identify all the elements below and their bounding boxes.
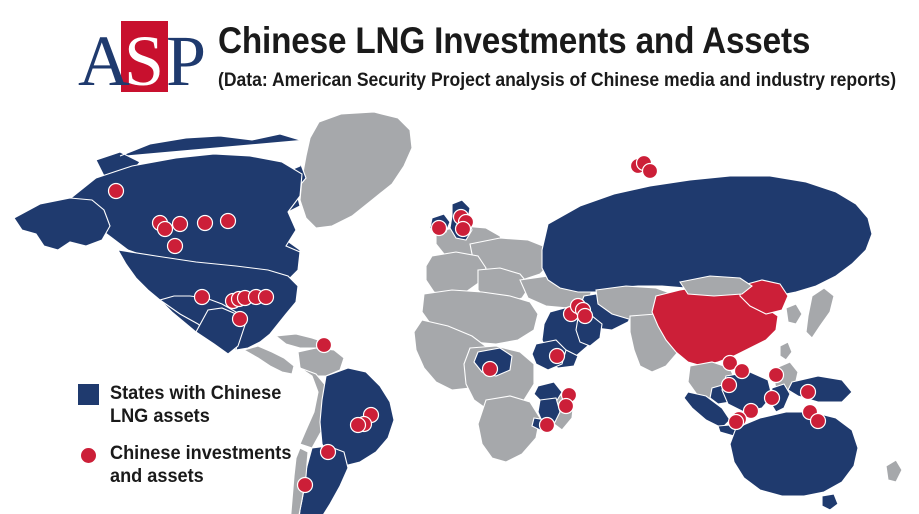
map-marker-ethiopia-djibouti <box>548 347 566 365</box>
map-marker-baja-mexico <box>193 288 211 306</box>
map-marker-trinidad <box>315 336 333 354</box>
region-southern-africa <box>477 395 541 463</box>
legend-square-swatch <box>78 384 99 405</box>
region-alaska <box>13 197 111 251</box>
map-marker-malaysia-bintulu <box>721 354 739 372</box>
page-subtitle: (Data: American Security Project analysi… <box>218 69 897 91</box>
map-marker-wheatstone <box>727 413 745 431</box>
map-marker-nw-shelf <box>742 402 760 420</box>
map-marker-veracruz-mexico <box>231 310 249 328</box>
map-marker-alberta-1 <box>171 215 189 233</box>
map-marker-russia-arctic <box>641 162 659 180</box>
country-china-ne <box>739 279 789 315</box>
map-marker-indonesia-tangguh <box>767 366 785 384</box>
map-marker-central-canada <box>219 212 237 230</box>
landmasses <box>13 111 903 514</box>
map-legend: States with Chinese LNG assets Chinese i… <box>78 382 308 502</box>
country-new-zealand <box>885 459 903 483</box>
map-marker-mozambique-south <box>538 416 556 434</box>
map-marker-prince-rupert-bc <box>156 220 174 238</box>
map-marker-gulf-coast-fl <box>257 288 275 306</box>
logo-letter-a: A <box>78 21 130 94</box>
title-block: Chinese LNG Investments and Assets (Data… <box>218 20 897 92</box>
world-map: .n { fill:#A6A8AB; stroke:#FFFFFF; strok… <box>0 100 919 514</box>
logo-letter-s: S <box>124 21 164 94</box>
map-marker-curtis-island <box>809 412 827 430</box>
map-marker-indonesia-bontang <box>720 376 738 394</box>
map-marker-uk-south <box>454 220 472 238</box>
map-marker-argentina-patagonia <box>296 476 314 494</box>
map-marker-brazil-santos-2 <box>349 416 367 434</box>
country-mongolia <box>679 275 753 297</box>
header: A S P Chinese LNG Investments and Assets… <box>0 0 919 108</box>
country-taiwan <box>779 341 793 361</box>
map-marker-nigeria-bonny <box>481 360 499 378</box>
legend-label-states: States with Chinese LNG assets <box>110 382 282 427</box>
region-central-america <box>242 345 295 375</box>
map-marker-uae-das <box>576 307 594 325</box>
map-marker-brunei <box>733 362 751 380</box>
country-russia <box>541 175 873 299</box>
legend-item-states: States with Chinese LNG assets <box>78 382 308 428</box>
page-title: Chinese LNG Investments and Assets <box>218 20 811 61</box>
logo-letter-p: P <box>166 21 206 94</box>
map-marker-darwin-nt <box>763 389 781 407</box>
logo-red-badge <box>121 21 168 92</box>
legend-dot-holder <box>78 445 99 466</box>
asp-logo: A S P <box>78 19 216 94</box>
map-marker-alberta-2 <box>196 214 214 232</box>
legend-label-investments: Chinese investments and assets <box>110 442 292 487</box>
legend-item-investments: Chinese investments and assets <box>78 442 308 488</box>
country-koreas <box>785 303 803 325</box>
map-marker-vancouver-bc <box>166 237 184 255</box>
country-tasmania <box>821 493 839 511</box>
map-marker-alaska-lng <box>107 182 125 200</box>
map-marker-argentina-buenos-aires <box>319 443 337 461</box>
country-japan <box>805 287 835 339</box>
marker-layer <box>107 154 827 494</box>
map-marker-ireland-west <box>430 219 448 237</box>
map-marker-mozambique-rovuma <box>557 397 575 415</box>
legend-circle-swatch <box>81 448 96 463</box>
map-marker-png-lng <box>799 383 817 401</box>
